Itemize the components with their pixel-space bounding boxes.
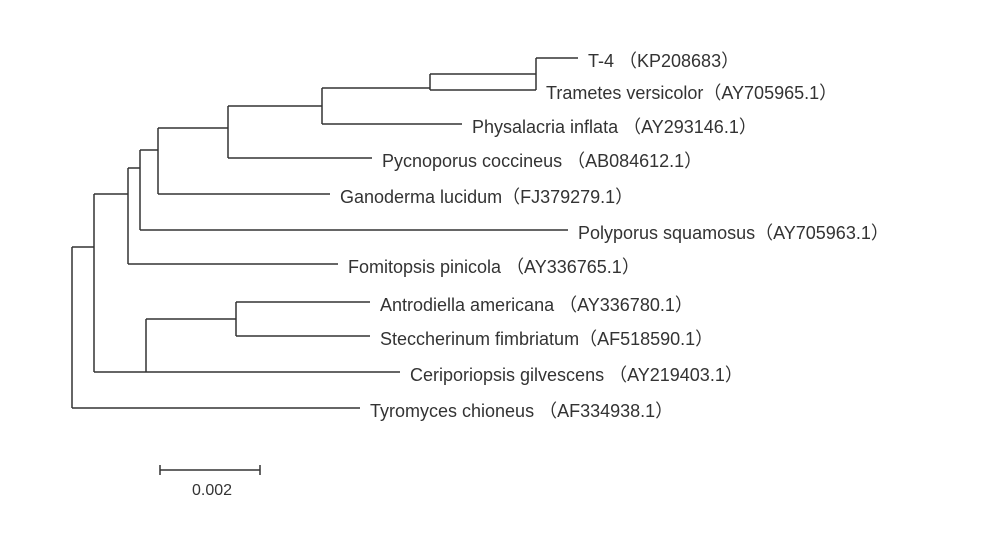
leaf-label: Ceriporiopsis gilvescens （AY219403.1） — [410, 361, 743, 387]
leaf-label: Fomitopsis pinicola （AY336765.1） — [348, 253, 640, 279]
phylo-tree-figure: T-4 （KP208683） Trametes versicolor（AY7059… — [0, 0, 1000, 550]
scale-bar-label: 0.002 — [192, 482, 232, 500]
leaf-label: Pycnoporus coccineus （AB084612.1） — [382, 147, 702, 173]
leaf-label: Polyporus squamosus（AY705963.1） — [578, 219, 889, 245]
leaf-label: Tyromyces chioneus （AF334938.1） — [370, 397, 673, 423]
leaf-label: Steccherinum fimbriatum（AF518590.1） — [380, 325, 713, 351]
leaf-label: Antrodiella americana （AY336780.1） — [380, 291, 693, 317]
leaf-label: T-4 （KP208683） — [588, 47, 739, 73]
leaf-label: Trametes versicolor（AY705965.1） — [546, 79, 837, 105]
leaf-label: Ganoderma lucidum（FJ379279.1） — [340, 183, 633, 209]
leaf-label: Physalacria inflata （AY293146.1） — [472, 113, 757, 139]
